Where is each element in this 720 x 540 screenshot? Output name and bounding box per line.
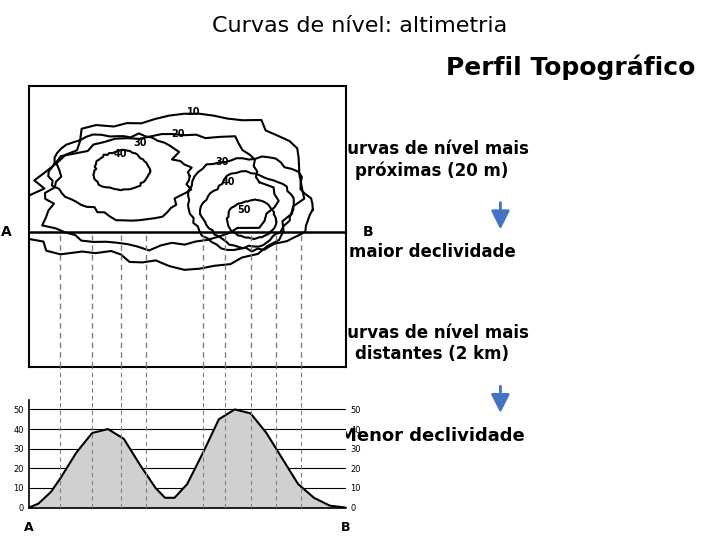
- Text: 30: 30: [215, 157, 229, 167]
- Text: 30: 30: [133, 138, 146, 147]
- Text: maior declividade: maior declividade: [348, 243, 516, 261]
- Text: Menor declividade: Menor declividade: [339, 427, 525, 444]
- Text: Curvas de nível mais
distantes (2 km): Curvas de nível mais distantes (2 km): [335, 324, 529, 363]
- Text: B: B: [341, 521, 351, 534]
- Text: Curvas de nível: altimetria: Curvas de nível: altimetria: [212, 16, 508, 36]
- Text: A: A: [24, 521, 34, 534]
- Text: B: B: [362, 225, 373, 239]
- Text: 40: 40: [114, 149, 127, 159]
- Text: 40: 40: [222, 177, 235, 187]
- Text: 20: 20: [171, 129, 184, 139]
- Text: A: A: [1, 225, 12, 239]
- Text: 50: 50: [238, 205, 251, 215]
- Text: Curvas de nível mais
próximas (20 m): Curvas de nível mais próximas (20 m): [335, 140, 529, 180]
- Text: Perfil Topográfico: Perfil Topográfico: [446, 54, 696, 79]
- Text: 10: 10: [186, 107, 200, 117]
